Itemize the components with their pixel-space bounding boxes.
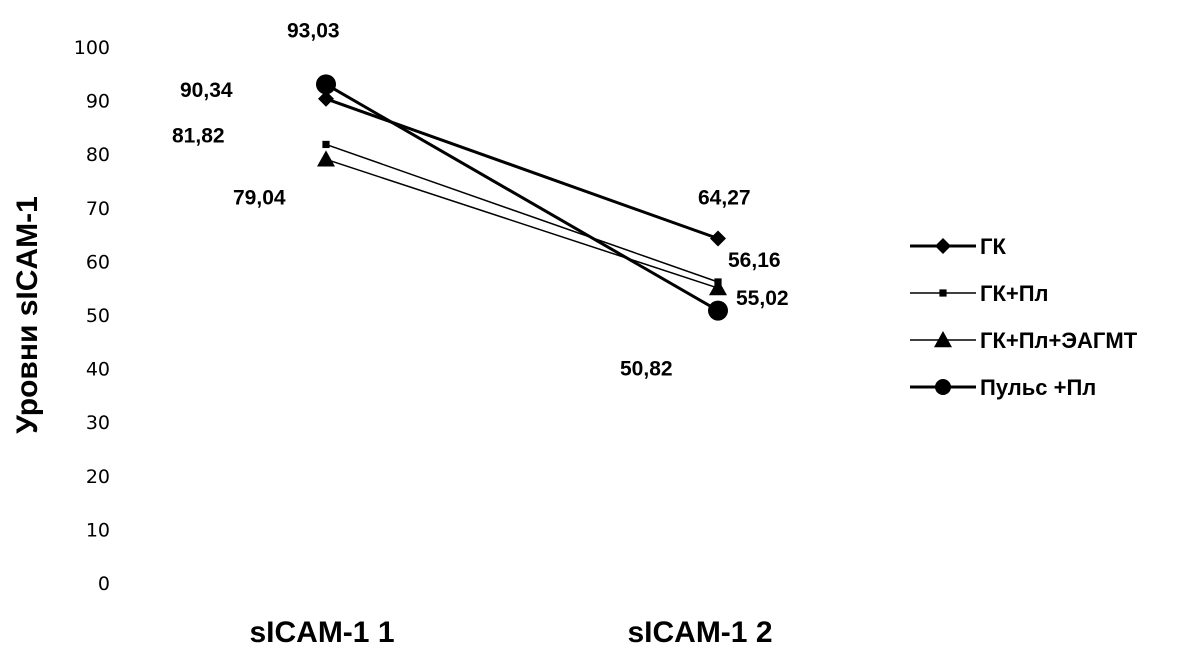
data-point-circle: [708, 300, 728, 321]
y-tick-label: 30: [86, 412, 110, 434]
data-point-diamond: [318, 90, 334, 107]
data-label: 81,82: [172, 124, 225, 147]
series-line: [325, 83, 719, 312]
y-tick-label: 80: [86, 144, 110, 166]
x-category-label: sICAM-1 2: [627, 616, 772, 649]
data-point-triangle: [709, 279, 727, 296]
data-point-diamond: [710, 230, 726, 247]
data-point-triangle: [317, 150, 335, 167]
data-label: 64,27: [698, 187, 751, 210]
x-axis-categories: sICAM-1 1 sICAM-1 2: [249, 616, 772, 649]
data-label: 79,04: [233, 186, 286, 209]
y-tick-label: 60: [86, 251, 110, 273]
y-tick-label: 70: [86, 198, 110, 220]
legend-item: ГК: [910, 234, 1006, 259]
legend-item: ГК+Пл: [910, 281, 1049, 306]
data-labels: 90,34 64,27 81,82 56,16 79,04 55,02 93,03 50,82: [172, 19, 789, 380]
series-markers: [316, 74, 728, 321]
data-label: 50,82: [620, 358, 673, 381]
legend-item: ГК+Пл+ЭАГМТ: [910, 328, 1138, 353]
legend-marker-triangle: [934, 331, 952, 348]
series-lines: [325, 83, 719, 312]
legend: ГК ГК+Пл ГК+Пл+ЭАГМТ Пульс +Пл: [910, 234, 1138, 400]
y-tick-label: 20: [86, 466, 110, 488]
y-tick-label: 90: [86, 91, 110, 113]
legend-label: ГК+Пл+ЭАГМТ: [980, 328, 1138, 353]
data-label: 55,02: [736, 287, 789, 310]
data-point-circle: [316, 74, 336, 95]
legend-label: ГК: [980, 234, 1006, 259]
legend-marker-diamond: [935, 238, 951, 254]
data-label: 56,16: [728, 249, 781, 272]
y-tick-label: 50: [86, 305, 110, 327]
y-tick-label: 100: [74, 37, 110, 59]
x-category-label: sICAM-1 1: [249, 616, 394, 649]
legend-label: ГК+Пл: [980, 281, 1049, 306]
y-tick-label: 0: [98, 573, 110, 595]
y-axis-ticks: 0 10 20 30 40 50 60 70 80 90 100: [74, 37, 110, 595]
series-line: [325, 143, 719, 283]
data-label: 93,03: [287, 19, 340, 42]
legend-item: Пульс +Пл: [910, 375, 1096, 400]
legend-marker-square: [939, 289, 947, 297]
legend-label: Пульс +Пл: [980, 375, 1096, 400]
legend-marker-circle: [935, 379, 951, 395]
data-point-square: [322, 140, 330, 149]
y-tick-label: 10: [86, 519, 110, 541]
data-label: 90,34: [180, 79, 233, 102]
y-tick-label: 40: [86, 359, 110, 381]
y-axis-label: Уровни sICAM-1: [11, 196, 44, 434]
series-line: [325, 158, 719, 289]
